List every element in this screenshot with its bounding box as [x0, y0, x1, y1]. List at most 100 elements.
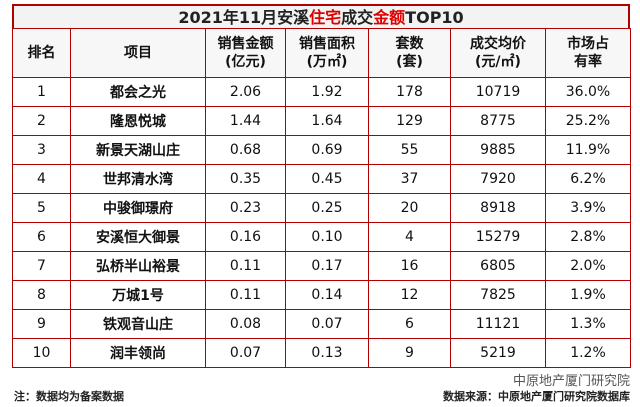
table-cell: 0.35: [205, 164, 286, 194]
header-text: (万㎡): [306, 54, 348, 70]
table-cell: 11121: [450, 309, 546, 339]
table-cell: 2.0%: [545, 251, 631, 281]
table-cell: 9: [368, 338, 451, 368]
header-text: 套数: [395, 36, 424, 52]
table-cell: 2: [12, 106, 71, 136]
table-cell: 20: [368, 193, 451, 223]
header-text: (亿元): [225, 54, 266, 70]
header-text: 市场占: [567, 36, 609, 52]
table-cell: 4: [368, 222, 451, 252]
footnote: 注：数据均为备案数据: [14, 390, 124, 403]
header-cell: 成交均价 (元/㎡): [450, 28, 546, 78]
table-cell: 0.10: [285, 222, 369, 252]
table-cell: 7: [12, 251, 71, 281]
table-cell: 世邦清水湾: [70, 164, 206, 194]
table-cell: 1.3%: [545, 309, 631, 339]
table-cell: 2.8%: [545, 222, 631, 252]
table-cell: 0.69: [285, 135, 369, 165]
header-text: 项目: [124, 45, 152, 61]
table-row: 6 安溪恒大御景 0.16 0.10 4 15279 2.8%: [12, 222, 631, 252]
table-cell: 55: [368, 135, 451, 165]
table-cell: 0.45: [285, 164, 369, 194]
table-cell: 隆恩悦城: [70, 106, 206, 136]
table-cell: 铁观音山庄: [70, 309, 206, 339]
table-cell: 安溪恒大御景: [70, 222, 206, 252]
header-text: (套): [396, 54, 423, 70]
title-part: TOP10: [405, 8, 464, 27]
header-text: 排名: [27, 45, 56, 61]
table-cell: 都会之光: [70, 77, 206, 107]
table-cell: 1.44: [205, 106, 286, 136]
header-row: 排名 项目 销售金额 (亿元) 销售面积 (万㎡) 套数 (套) 成交均价 (元/㎡) 市场占 有率: [12, 28, 631, 78]
table-cell: 弘桥半山裕景: [70, 251, 206, 281]
source: 数据来源：中原地产厦门研究院数据库: [443, 390, 630, 403]
table-cell: 3: [12, 135, 71, 165]
table-cell: 178: [368, 77, 451, 107]
table-cell: 0.08: [205, 309, 286, 339]
table-cell: 6: [12, 222, 71, 252]
table-cell: 6805: [450, 251, 546, 281]
table-cell: 10: [12, 338, 71, 368]
table-cell: 3.9%: [545, 193, 631, 223]
table-cell: 37: [368, 164, 451, 194]
table-row: 3 新景天湖山庄 0.68 0.69 55 9885 11.9%: [12, 135, 631, 165]
table-cell: 7920: [450, 164, 546, 194]
table-cell: 1: [12, 77, 71, 107]
ranking-table: 排名 项目 销售金额 (亿元) 销售面积 (万㎡) 套数 (套) 成交均价 (元/㎡) 市场占 有率 …: [12, 28, 631, 368]
table-cell: 0.16: [205, 222, 286, 252]
table-cell: 5219: [450, 338, 546, 368]
table-cell: 0.17: [285, 251, 369, 281]
table-row: 10 润丰领尚 0.07 0.13 9 5219 1.2%: [12, 338, 631, 368]
table-cell: 0.68: [205, 135, 286, 165]
table-cell: 0.14: [285, 280, 369, 310]
table-cell: 8: [12, 280, 71, 310]
table-cell: 万城1号: [70, 280, 206, 310]
table-cell: 0.23: [205, 193, 286, 223]
title-part: 金额: [373, 8, 406, 27]
header-cell: 排名: [12, 28, 71, 78]
header-cell: 套数 (套): [368, 28, 451, 78]
table-cell: 1.9%: [545, 280, 631, 310]
table-cell: 9: [12, 309, 71, 339]
table-cell: 36.0%: [545, 77, 631, 107]
table-row: 2 隆恩悦城 1.44 1.64 129 8775 25.2%: [12, 106, 631, 136]
table-cell: 1.64: [285, 106, 369, 136]
table-row: 8 万城1号 0.11 0.14 12 7825 1.9%: [12, 280, 631, 310]
table-cell: 6: [368, 309, 451, 339]
table-cell: 0.07: [285, 309, 369, 339]
table-cell: 1.2%: [545, 338, 631, 368]
header-text: 有率: [574, 54, 602, 70]
header-cell: 销售金额 (亿元): [205, 28, 286, 78]
table-cell: 0.11: [205, 251, 286, 281]
table-cell: 129: [368, 106, 451, 136]
table-cell: 25.2%: [545, 106, 631, 136]
table-cell: 润丰领尚: [70, 338, 206, 368]
table-cell: 5: [12, 193, 71, 223]
table-cell: 0.11: [205, 280, 286, 310]
title: 2021年11月安溪住宅成交金额TOP10: [12, 4, 630, 28]
table-cell: 8775: [450, 106, 546, 136]
header-cell: 市场占 有率: [545, 28, 631, 78]
table-cell: 16: [368, 251, 451, 281]
table-cell: 11.9%: [545, 135, 631, 165]
table-cell: 4: [12, 164, 71, 194]
table-cell: 1.92: [285, 77, 369, 107]
title-part: 成交: [341, 8, 374, 27]
table-cell: 0.07: [205, 338, 286, 368]
table-cell: 7825: [450, 280, 546, 310]
watermark: 中原地产厦门研究院: [512, 374, 630, 389]
table-cell: 0.13: [285, 338, 369, 368]
header-text: 销售金额: [217, 36, 274, 52]
table-cell: 12: [368, 280, 451, 310]
table-row: 9 铁观音山庄 0.08 0.07 6 11121 1.3%: [12, 309, 631, 339]
table-body: 1 都会之光 2.06 1.92 178 10719 36.0% 2 隆恩悦城 1.44 1.64 1…: [12, 77, 631, 368]
table-cell: 0.25: [285, 193, 369, 223]
table-cell: 9885: [450, 135, 546, 165]
table-row: 4 世邦清水湾 0.35 0.45 37 7920 6.2%: [12, 164, 631, 194]
table-cell: 6.2%: [545, 164, 631, 194]
table-cell: 2.06: [205, 77, 286, 107]
table-row: 5 中骏御璟府 0.23 0.25 20 8918 3.9%: [12, 193, 631, 223]
title-part: 住宅: [309, 8, 342, 27]
table-cell: 8918: [450, 193, 546, 223]
